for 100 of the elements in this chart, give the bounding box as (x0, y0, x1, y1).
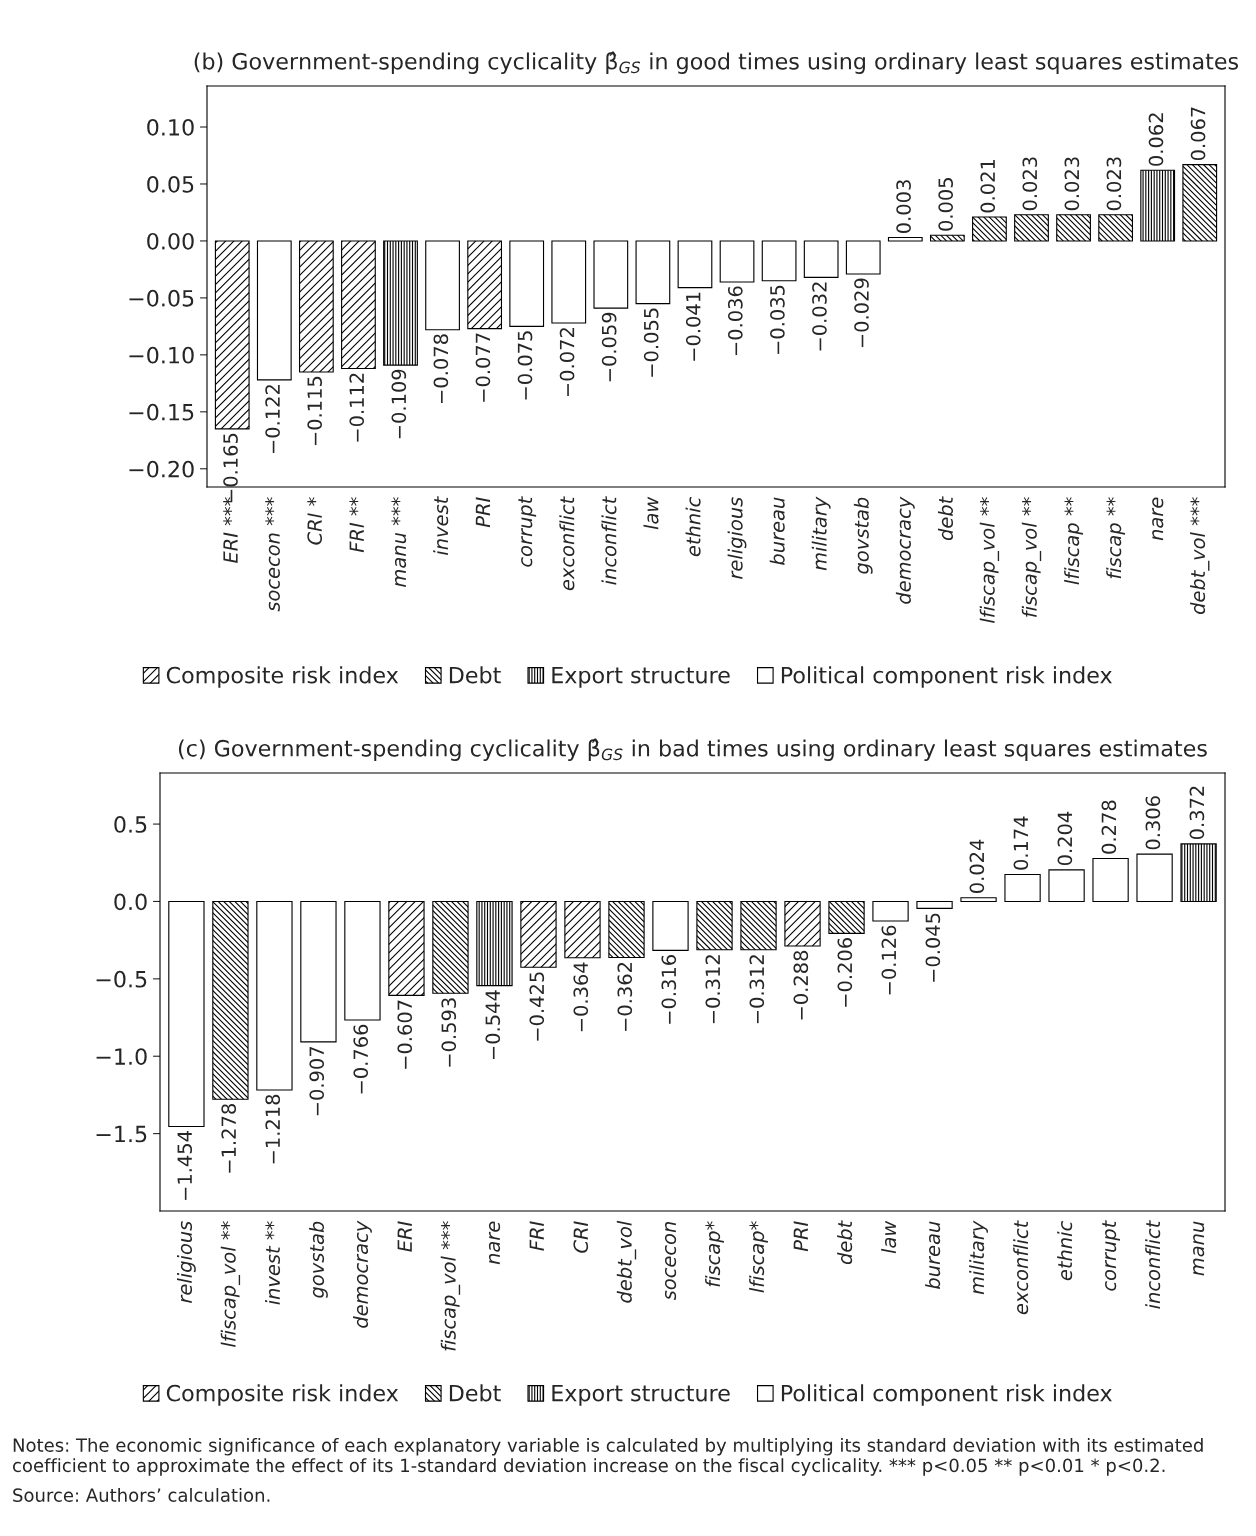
bar (887, 236, 923, 242)
data-label: 0.372 (1189, 786, 1205, 840)
bar (212, 900, 249, 1100)
x-tick-label: invest (433, 496, 449, 555)
legend-label: Export structure (552, 1384, 730, 1406)
legend-label: Debt (449, 1384, 501, 1402)
bar (1048, 869, 1085, 903)
data-label: −0.364 (573, 962, 589, 1032)
x-tick-label: CRI * (307, 497, 323, 545)
bar (960, 897, 997, 903)
legend-label: Export structure (552, 666, 730, 688)
x-tick-label: exconflict (1013, 1220, 1029, 1315)
bar (214, 240, 250, 430)
bar (509, 240, 545, 327)
y-tick-label: −0.5 (96, 970, 147, 988)
x-tick-label: fiscap_vol ** (1021, 497, 1042, 617)
bar (520, 900, 557, 968)
source-note: Source: Authors’ calculation. (13, 1488, 270, 1502)
data-label: −0.126 (881, 925, 897, 995)
x-tick-label: lfiscap_vol ** (220, 1221, 241, 1347)
bar (635, 240, 671, 305)
bar (425, 240, 460, 331)
x-tick-label: socecon (664, 1222, 677, 1301)
x-tick-label: debt_vol (616, 1220, 637, 1303)
x-tick-label: lfiscap_vol ** (979, 497, 1000, 623)
bar (784, 900, 821, 947)
x-tick-label: debt_vol *** (1190, 497, 1210, 614)
data-label: 0.062 (1148, 113, 1164, 166)
data-label: −0.593 (441, 998, 457, 1067)
x-tick-label: lfiscap ** (1064, 497, 1083, 585)
y-tick-label: 0.5 (114, 816, 147, 833)
bar (872, 900, 909, 922)
data-label: −0.115 (307, 376, 323, 446)
y-tick-label: −1.0 (96, 1048, 147, 1065)
bar (341, 240, 376, 370)
x-tick-label: law (881, 1220, 897, 1254)
bar (696, 900, 733, 951)
bar (1014, 214, 1049, 242)
bar (677, 240, 713, 289)
bar (298, 240, 334, 373)
data-label: −0.032 (812, 282, 827, 351)
y-tick-label: −0.20 (129, 460, 194, 478)
legend-label: Political component risk index (781, 1384, 1112, 1406)
x-tick-label: FRI ** (349, 497, 364, 553)
data-label: 0.023 (1106, 157, 1122, 211)
data-label: −0.122 (265, 385, 280, 454)
x-tick-label: nare (488, 1221, 501, 1265)
bar (476, 900, 513, 987)
x-tick-label: military (969, 1220, 988, 1295)
data-label: −0.206 (837, 938, 853, 1007)
x-tick-label: bureau (769, 497, 785, 565)
x-tick-label: democracy (353, 1220, 372, 1328)
y-tick-label: 0.0 (114, 893, 147, 911)
x-tick-label: exconflict (559, 496, 575, 591)
x-tick-label: ethnic (1057, 1220, 1073, 1281)
data-label: −0.041 (685, 292, 701, 361)
x-tick-label: inconflict (601, 496, 617, 585)
x-tick-label: nare (1152, 497, 1164, 541)
x-tick-label: invest ** (265, 1221, 281, 1305)
bar (564, 900, 601, 959)
bar (551, 240, 587, 324)
data-label: −0.036 (727, 286, 743, 356)
data-label: 0.306 (1145, 796, 1161, 850)
data-label: 0.023 (1064, 157, 1080, 211)
bar (1180, 843, 1217, 903)
bar (845, 240, 881, 275)
data-label: −0.075 (517, 331, 533, 400)
data-label: −0.544 (485, 990, 501, 1060)
data-label: −0.029 (854, 278, 869, 348)
x-tick-label: fiscap* (705, 1221, 724, 1287)
data-label: 0.021 (980, 159, 996, 213)
bar (383, 240, 418, 366)
data-label: 0.204 (1057, 811, 1073, 866)
data-label: −0.059 (601, 312, 617, 382)
chart-title: (b) Government-spending cyclicality β̂$_{GS}$ in good times using ordinary least squares estimates (194, 51, 1239, 74)
x-tick-label: socecon *** (265, 497, 280, 612)
legend-label: Composite risk index (166, 1384, 399, 1406)
data-label: −0.766 (353, 1024, 369, 1094)
data-label: −0.288 (793, 950, 809, 1020)
legend-label: Debt (449, 666, 501, 684)
x-tick-label: military (811, 496, 831, 571)
bar (300, 900, 337, 1043)
y-tick-label: −0.10 (129, 346, 194, 364)
data-label: 0.174 (1013, 816, 1029, 870)
data-label: −0.035 (770, 285, 785, 354)
x-tick-label: religious (727, 497, 747, 579)
bar (388, 900, 425, 996)
data-label: −0.312 (749, 955, 765, 1024)
bar (740, 900, 777, 951)
bar (344, 900, 381, 1021)
x-tick-label: inconflict (1145, 1220, 1161, 1309)
bar (168, 900, 205, 1128)
x-tick-label: law (643, 496, 659, 530)
data-label: 0.003 (896, 180, 911, 234)
bar (1004, 873, 1041, 903)
x-tick-label: manu (1193, 1221, 1205, 1276)
x-tick-label: FRI (529, 1221, 544, 1251)
x-tick-label: corrupt (1102, 1220, 1120, 1291)
bar (256, 900, 293, 1091)
bar (1092, 857, 1129, 903)
